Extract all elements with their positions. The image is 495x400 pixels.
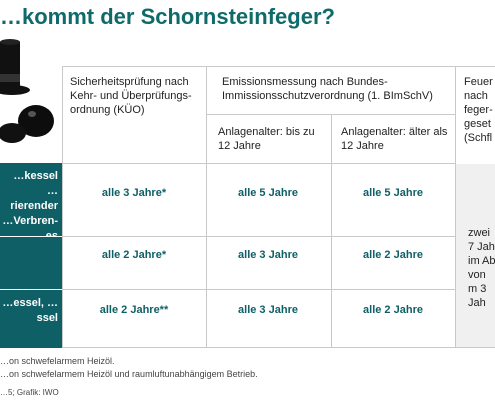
row1-em-old: alle 5 Jahre	[363, 187, 423, 199]
row2-em-young: alle 3 Jahre	[238, 249, 298, 261]
row1-kuo: alle 3 Jahre*	[101, 187, 167, 199]
row3-em-old: alle 2 Jahre	[363, 304, 423, 316]
footnote-1: …on schwefelarmem Heizöl.	[0, 356, 115, 366]
row-label-3: …essel, …ssel	[0, 290, 62, 348]
header-emission: Emissionsmessung nach Bundes- Immissions…	[222, 76, 433, 102]
row-label-2	[0, 237, 62, 289]
row3-em-young: alle 3 Jahre	[238, 304, 298, 316]
row1-em-young: alle 5 Jahre	[238, 187, 298, 199]
col3-body: zwei 7 Jah im Ab von m 3 Jah	[468, 227, 495, 309]
row3-kuo: alle 2 Jahre**	[99, 304, 169, 316]
header-emission-old: Anlagenalter: älter als 12 Jahre	[341, 126, 448, 152]
top-hat-icon	[0, 39, 54, 143]
source-note: …5; Grafik: IWO	[0, 388, 59, 397]
footnote-2: …on schwefelarmem Heizöl und raumluftuna…	[0, 369, 258, 379]
row2-em-old: alle 2 Jahre	[363, 249, 423, 261]
row-label-1: …kessel …rierender …Verbren- …es	[0, 163, 62, 242]
header-kuo: Sicherheitsprüfung nach Kehr- und Überpr…	[70, 76, 192, 116]
row2-kuo: alle 2 Jahre*	[101, 249, 167, 261]
page-title: …kommt der Schornsteinfeger?	[0, 4, 335, 29]
header-col3: Feuer nach feger- geset (Schfl	[464, 76, 493, 144]
header-emission-young: Anlagenalter: bis zu 12 Jahre	[218, 126, 315, 152]
